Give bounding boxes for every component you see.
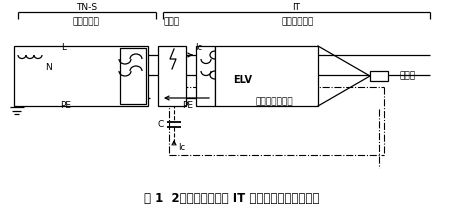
Bar bbox=[214, 46, 317, 106]
Text: 胸腔手术设备: 胸腔手术设备 bbox=[281, 17, 313, 26]
Text: Ic: Ic bbox=[195, 43, 202, 52]
Text: PE: PE bbox=[60, 101, 71, 110]
Text: 手术刀: 手术刀 bbox=[399, 71, 415, 80]
Text: PE: PE bbox=[182, 101, 193, 110]
Text: Ic: Ic bbox=[178, 143, 185, 152]
Bar bbox=[14, 46, 148, 106]
Text: TN-S: TN-S bbox=[76, 4, 97, 13]
Text: 图 1  2组医疗场所内的 IT 系统和局部等电位联结: 图 1 2组医疗场所内的 IT 系统和局部等电位联结 bbox=[144, 192, 319, 205]
Text: ELV: ELV bbox=[233, 75, 252, 85]
Text: L: L bbox=[62, 43, 66, 52]
Text: N: N bbox=[45, 63, 52, 72]
Text: 配电箱: 配电箱 bbox=[163, 17, 180, 26]
Bar bbox=[369, 71, 387, 81]
Text: IT: IT bbox=[292, 4, 300, 13]
Text: C: C bbox=[157, 120, 164, 129]
Bar bbox=[120, 48, 146, 104]
Text: 局部等电位联结: 局部等电位联结 bbox=[255, 97, 292, 106]
Bar bbox=[195, 46, 214, 106]
Text: 隔离变压器: 隔离变压器 bbox=[72, 17, 99, 26]
Bar bbox=[158, 46, 186, 106]
